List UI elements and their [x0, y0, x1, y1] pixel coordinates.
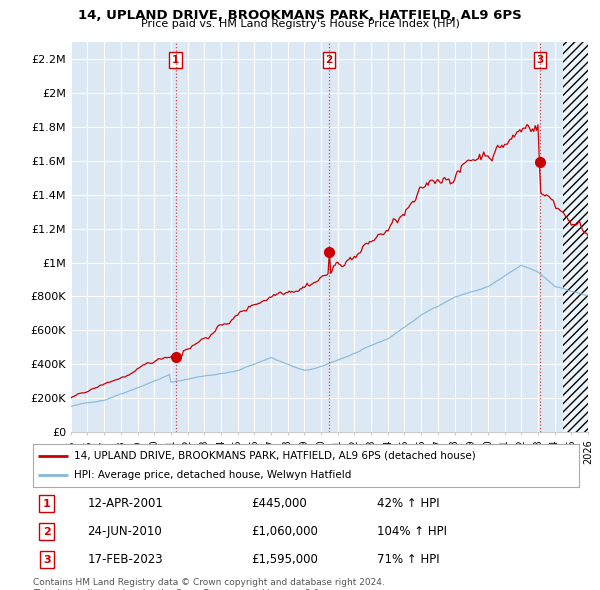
Text: 17-FEB-2023: 17-FEB-2023 [88, 553, 163, 566]
Text: 71% ↑ HPI: 71% ↑ HPI [377, 553, 440, 566]
Text: 104% ↑ HPI: 104% ↑ HPI [377, 525, 447, 538]
Text: 3: 3 [43, 555, 50, 565]
Text: 14, UPLAND DRIVE, BROOKMANS PARK, HATFIELD, AL9 6PS: 14, UPLAND DRIVE, BROOKMANS PARK, HATFIE… [78, 9, 522, 22]
Text: 42% ↑ HPI: 42% ↑ HPI [377, 497, 440, 510]
Text: 3: 3 [536, 55, 544, 65]
Bar [563, 42, 588, 432]
Bar [176, 42, 329, 432]
Bar [329, 42, 540, 432]
Text: 1: 1 [172, 55, 179, 65]
Text: Price paid vs. HM Land Registry's House Price Index (HPI): Price paid vs. HM Land Registry's House … [140, 19, 460, 30]
Bar [563, 42, 588, 432]
Text: Contains HM Land Registry data © Crown copyright and database right 2024.
This d: Contains HM Land Registry data © Crown c… [33, 578, 385, 590]
Text: £1,595,000: £1,595,000 [251, 553, 318, 566]
Text: 24-JUN-2010: 24-JUN-2010 [88, 525, 163, 538]
Text: 12-APR-2001: 12-APR-2001 [88, 497, 163, 510]
Text: 14, UPLAND DRIVE, BROOKMANS PARK, HATFIELD, AL9 6PS (detached house): 14, UPLAND DRIVE, BROOKMANS PARK, HATFIE… [74, 451, 476, 461]
Text: £445,000: £445,000 [251, 497, 307, 510]
Text: 2: 2 [325, 55, 332, 65]
Text: 2: 2 [43, 527, 50, 536]
Text: 1: 1 [43, 499, 50, 509]
Text: £1,060,000: £1,060,000 [251, 525, 318, 538]
Text: HPI: Average price, detached house, Welwyn Hatfield: HPI: Average price, detached house, Welw… [74, 470, 352, 480]
